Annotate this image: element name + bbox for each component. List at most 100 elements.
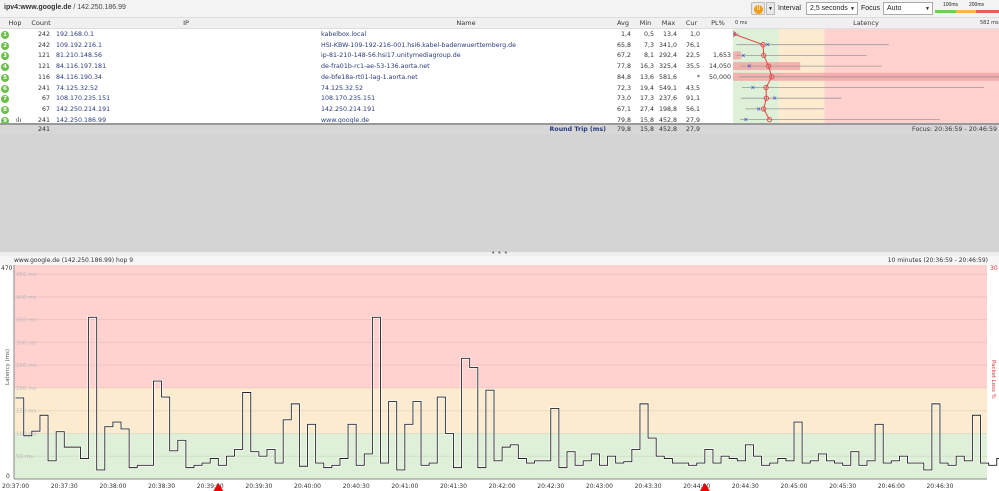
- cell-count: 121: [37, 52, 50, 60]
- table-row[interactable]: 4 121 84.116.197.181 de-fra01b-rc1-ae-53-13…: [0, 62, 733, 73]
- interval-select[interactable]: 2,5 seconds ▼: [806, 2, 858, 15]
- cell-cur: *: [696, 73, 700, 81]
- cell-cur: 1,0: [689, 31, 700, 38]
- cell-pl: 1,653: [712, 52, 731, 60]
- splitter-handle[interactable]: • • •: [0, 250, 999, 257]
- toolbar: ipv4:www.google.de / 142.250.186.99 II ▼…: [0, 0, 999, 18]
- cell-hop: 5: [1, 73, 9, 82]
- target-title: ipv4:www.google.de / 142.250.186.99: [4, 4, 126, 11]
- cell-name: 108.170.235.151: [321, 95, 376, 103]
- summary-min: 15,8: [639, 126, 654, 133]
- y2-axis-title: Packet Loss %: [990, 360, 996, 399]
- cell-avg: 1,4: [620, 31, 631, 38]
- cell-max: 581,6: [658, 73, 677, 81]
- cell-ip: 192.168.0.1: [56, 31, 95, 38]
- table-row[interactable]: 3 121 81.210.148.56 ip-81-210-148-56.hsi17.…: [0, 51, 733, 62]
- y-grid-label: 350 ms: [16, 318, 37, 324]
- cell-count: 116: [37, 73, 50, 81]
- y-grid-label: 100 ms: [16, 431, 37, 437]
- col-latency[interactable]: Latency: [853, 19, 879, 27]
- legend-bad-bar: [976, 10, 999, 13]
- cell-count: 241: [37, 116, 50, 124]
- current-marker: ×: [741, 52, 746, 59]
- summary-avg: 79,8: [616, 126, 631, 133]
- col-avg[interactable]: Avg: [616, 19, 630, 27]
- y-grid-label: 450 ms: [16, 272, 37, 278]
- avg-point: [766, 116, 773, 123]
- cell-cur: 22,5: [685, 52, 700, 60]
- target-ip: / 142.250.186.99: [71, 4, 126, 11]
- cell-hop: 2: [1, 41, 9, 50]
- packet-loss-marker: [699, 483, 710, 491]
- cell-min: 27,4: [639, 105, 654, 113]
- table-row[interactable]: 5 116 84.116.190.34 de-bfe18a-rt01-lag-1.ao…: [0, 73, 733, 84]
- latency-band: [14, 387, 987, 434]
- time-range-label[interactable]: 10 minutes (20:36:59 - 20:46:59): [887, 257, 988, 264]
- avg-point: [765, 63, 772, 69]
- legend-100ms: 100ms: [943, 2, 959, 8]
- col-ip[interactable]: IP: [183, 19, 189, 27]
- cell-ip: 84.116.197.181: [56, 63, 107, 71]
- focus-value: Auto: [887, 5, 902, 12]
- summary-label: Round Trip (ms): [549, 126, 606, 133]
- current-marker: ×: [747, 63, 752, 70]
- cell-ip: 109.192.216.1: [56, 41, 103, 49]
- cell-avg: 79,8: [616, 116, 631, 124]
- cell-min: 8,1: [643, 52, 654, 60]
- table-row[interactable]: 7 67 108.170.235.151 108.170.235.151 73,0 17,…: [0, 94, 733, 105]
- table-row[interactable]: 9 241 142.250.186.99 www.google.de 79,8 15,8 4…: [0, 116, 733, 127]
- avg-point: [763, 84, 769, 91]
- summary-cur: 27,9: [685, 126, 700, 133]
- col-name[interactable]: Name: [456, 19, 476, 27]
- cell-max: 325,4: [658, 63, 677, 71]
- latency-line: [15, 316, 999, 471]
- cell-max: 549,1: [658, 84, 677, 92]
- y-grid-label: 200 ms: [16, 386, 37, 392]
- pause-button[interactable]: II: [751, 2, 765, 15]
- x-tick-label: 20:40:30: [343, 483, 370, 490]
- avg-point: [763, 95, 770, 101]
- focus-label: Focus: [861, 5, 881, 12]
- cell-avg: 77,8: [616, 63, 631, 71]
- x-tick-label: 20:41:00: [391, 483, 418, 490]
- table-row[interactable]: 8 67 142.250.214.191 142.250.214.191 67,1 27,…: [0, 105, 733, 116]
- target-host: ipv4:www.google.de: [4, 4, 72, 11]
- col-max[interactable]: Max: [661, 19, 676, 27]
- graph-icon[interactable]: ılı: [16, 116, 22, 124]
- col-count[interactable]: Count: [31, 19, 51, 27]
- cell-name: de-fra01b-rc1-ae-53-136.aorta.net: [321, 63, 430, 71]
- pause-dropdown-button[interactable]: ▼: [766, 2, 775, 15]
- table-row[interactable]: 2 242 109.192.216.1 HSI-KBW-109-192-216-001…: [0, 41, 733, 52]
- col-pl[interactable]: PL%: [711, 19, 725, 27]
- cell-avg: 65,8: [616, 41, 631, 49]
- cell-avg: 72,3: [616, 84, 631, 92]
- focus-select[interactable]: Auto ▼: [883, 2, 933, 15]
- summary-max: 452,8: [658, 126, 677, 133]
- interval-label: Interval: [778, 5, 801, 12]
- x-tick-label: 20:40:00: [294, 483, 321, 490]
- table-row[interactable]: 6 241 74.125.32.52 74.125.32.52 72,3 19,4 549,…: [0, 84, 733, 95]
- cell-avg: 67,2: [616, 52, 631, 60]
- cell-max: 452,8: [658, 116, 677, 124]
- y-max-label: 470: [1, 265, 13, 272]
- current-marker: ×: [772, 95, 777, 102]
- y-grid-label: 300 ms: [16, 340, 37, 346]
- cell-name: HSI-KBW-109-192-216-001.hsi6.kabel-baden…: [321, 41, 517, 49]
- focus-range: Focus: 20:36:59 - 20:46:59: [912, 126, 997, 133]
- latency-band: [14, 265, 987, 388]
- cell-cur: 35,5: [685, 63, 700, 71]
- cell-count: 241: [37, 84, 50, 92]
- chevron-down-icon: ▼: [850, 6, 855, 12]
- avg-point: [761, 106, 767, 112]
- table-row[interactable]: 1 242 192.168.0.1 kabelbox.local 1,4 0,5 13,4 1…: [0, 30, 733, 41]
- x-tick-label: 20:44:30: [732, 483, 759, 490]
- col-min[interactable]: Min: [639, 19, 652, 27]
- cell-min: 15,8: [639, 116, 654, 124]
- col-hop[interactable]: Hop: [8, 19, 22, 27]
- col-cur[interactable]: Cur: [685, 19, 698, 27]
- x-tick-label: 20:39:00: [197, 483, 224, 490]
- avg-point: [733, 31, 737, 37]
- x-tick-label: 20:39:30: [245, 483, 272, 490]
- x-tick-label: 20:37:00: [2, 483, 29, 490]
- x-tick-label: 20:37:30: [51, 483, 78, 490]
